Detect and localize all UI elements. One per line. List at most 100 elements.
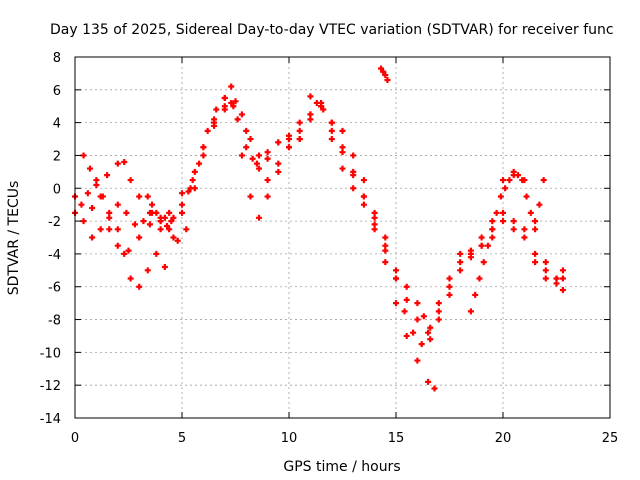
data-point [161, 264, 168, 271]
data-point [510, 218, 517, 225]
data-point [500, 218, 506, 225]
data-point [532, 226, 539, 233]
x-tick-label: 10 [281, 431, 298, 446]
data-point [382, 247, 389, 254]
data-point [114, 160, 121, 167]
data-point [542, 267, 549, 274]
data-point [131, 221, 138, 228]
data-point [457, 259, 464, 266]
data-point [350, 185, 357, 192]
data-point [521, 234, 528, 241]
data-point [328, 119, 335, 126]
data-point [256, 152, 263, 159]
data-point [559, 275, 566, 282]
data-point [519, 177, 526, 184]
data-point [253, 160, 260, 167]
data-point [286, 136, 292, 143]
data-point [114, 226, 121, 233]
data-point [380, 68, 387, 75]
data-point [125, 247, 132, 254]
data-series [72, 65, 566, 392]
data-point [401, 308, 408, 315]
data-point [446, 291, 453, 298]
data-point [78, 201, 85, 208]
data-point [275, 168, 282, 175]
data-point [84, 190, 91, 197]
y-tick-label: 8 [53, 51, 61, 66]
data-point [99, 193, 106, 200]
data-point [256, 214, 263, 221]
data-point [230, 103, 237, 110]
data-point [136, 193, 143, 200]
grid-lines [75, 57, 610, 418]
data-point [228, 99, 235, 106]
data-point [489, 234, 496, 241]
data-point [414, 357, 421, 364]
data-point [307, 116, 314, 123]
data-point [532, 250, 539, 257]
data-point [93, 177, 100, 184]
data-point [144, 267, 151, 274]
data-point [174, 237, 181, 244]
y-tick-label: -8 [48, 314, 61, 329]
data-point [121, 250, 128, 257]
data-point [540, 177, 547, 184]
data-point [247, 193, 254, 200]
data-point [80, 218, 87, 225]
data-point [318, 103, 325, 110]
x-tick-label: 15 [388, 431, 405, 446]
data-point [89, 234, 96, 241]
data-point [264, 177, 271, 184]
data-point [140, 218, 147, 225]
data-point [446, 275, 453, 282]
data-point [485, 242, 492, 249]
data-point [350, 172, 357, 179]
data-point [170, 234, 177, 241]
data-point [97, 226, 104, 233]
series-track-3 [80, 95, 438, 392]
data-point [127, 275, 134, 282]
x-axis-label: GPS time / hours [283, 459, 400, 475]
data-point [166, 226, 173, 233]
data-point [457, 267, 464, 274]
data-point [360, 177, 367, 184]
data-point [221, 103, 228, 110]
x-tick-label: 0 [71, 431, 79, 446]
data-point [264, 193, 271, 200]
data-point [371, 209, 378, 216]
data-point [431, 385, 438, 392]
data-point [559, 267, 566, 274]
data-point [191, 168, 198, 175]
data-point [542, 275, 549, 282]
chart-title: Day 135 of 2025, Sidereal Day-to-day VTE… [50, 22, 614, 38]
data-point [500, 209, 506, 216]
data-point [123, 209, 130, 216]
data-point [86, 165, 93, 172]
data-point [247, 136, 254, 143]
data-point [228, 83, 235, 90]
data-point [393, 275, 399, 282]
data-point [446, 283, 453, 290]
data-point [350, 152, 357, 159]
data-point [104, 172, 111, 179]
data-point [121, 159, 128, 166]
data-point [189, 177, 196, 184]
series-track-4 [89, 98, 566, 336]
data-point [114, 242, 121, 249]
data-point [506, 177, 513, 184]
y-tick-label: 6 [53, 84, 61, 99]
data-point [523, 193, 530, 200]
data-point [339, 149, 346, 156]
data-point [476, 275, 483, 282]
data-point [161, 214, 168, 221]
data-point [213, 106, 220, 113]
y-tick-label: 4 [53, 117, 61, 132]
data-point [136, 234, 143, 241]
data-point [403, 296, 410, 303]
data-point [196, 160, 203, 167]
plot-frame [74, 56, 611, 419]
data-point [536, 201, 543, 208]
data-point [532, 218, 539, 225]
data-point [157, 218, 164, 225]
y-tick-label: -10 [40, 346, 61, 361]
